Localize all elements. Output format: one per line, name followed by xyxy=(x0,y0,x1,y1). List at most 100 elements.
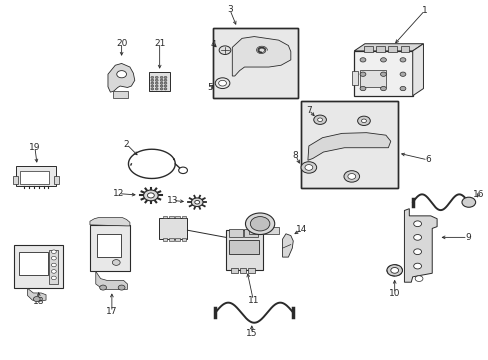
Text: 21: 21 xyxy=(154,39,165,48)
Bar xyxy=(359,70,386,87)
Circle shape xyxy=(51,263,56,267)
Text: 18: 18 xyxy=(33,297,44,306)
Bar xyxy=(400,46,408,51)
Bar xyxy=(300,101,397,188)
Bar xyxy=(351,71,357,85)
Bar xyxy=(90,225,130,271)
Circle shape xyxy=(51,250,56,253)
Circle shape xyxy=(380,58,386,62)
Circle shape xyxy=(151,82,154,84)
Bar xyxy=(14,244,63,288)
Circle shape xyxy=(160,76,163,78)
Bar xyxy=(13,176,18,184)
Polygon shape xyxy=(412,44,423,96)
Circle shape xyxy=(380,72,386,76)
Bar xyxy=(19,252,48,275)
Circle shape xyxy=(359,72,365,76)
Circle shape xyxy=(414,276,422,282)
Circle shape xyxy=(245,213,274,234)
Text: 8: 8 xyxy=(292,151,298,160)
Bar xyxy=(228,240,259,253)
Bar xyxy=(228,229,242,237)
Circle shape xyxy=(250,217,269,231)
Bar xyxy=(168,238,173,241)
Text: 1: 1 xyxy=(421,6,427,15)
Bar xyxy=(387,46,396,51)
Circle shape xyxy=(359,86,365,91)
Circle shape xyxy=(160,82,163,84)
Bar xyxy=(20,171,49,184)
Circle shape xyxy=(112,260,120,265)
Bar xyxy=(244,229,258,237)
Bar xyxy=(54,176,59,184)
Circle shape xyxy=(163,85,166,87)
Circle shape xyxy=(413,249,421,255)
Circle shape xyxy=(413,263,421,269)
Circle shape xyxy=(163,88,166,90)
Bar xyxy=(239,268,246,273)
Bar xyxy=(149,72,169,91)
Polygon shape xyxy=(232,37,290,76)
Circle shape xyxy=(151,88,154,90)
Circle shape xyxy=(33,297,40,302)
Bar xyxy=(181,216,186,219)
Circle shape xyxy=(305,165,312,170)
Text: 3: 3 xyxy=(226,5,232,14)
Circle shape xyxy=(390,267,398,273)
Circle shape xyxy=(160,88,163,90)
Bar xyxy=(363,46,372,51)
Bar xyxy=(168,216,173,219)
Text: 5: 5 xyxy=(207,83,213,92)
Circle shape xyxy=(357,116,369,126)
Circle shape xyxy=(118,285,125,290)
Bar xyxy=(159,219,187,239)
Circle shape xyxy=(155,82,158,84)
Circle shape xyxy=(399,58,405,62)
Circle shape xyxy=(151,79,154,81)
Text: 12: 12 xyxy=(113,189,124,198)
Bar xyxy=(97,234,121,257)
Bar xyxy=(49,250,58,284)
Circle shape xyxy=(343,171,359,182)
Polygon shape xyxy=(96,271,127,289)
Circle shape xyxy=(347,174,355,179)
Circle shape xyxy=(461,197,475,207)
Circle shape xyxy=(380,86,386,91)
Circle shape xyxy=(359,58,365,62)
Circle shape xyxy=(413,221,421,226)
Circle shape xyxy=(51,276,56,280)
Bar xyxy=(212,28,298,98)
Bar xyxy=(16,166,56,186)
Text: 17: 17 xyxy=(106,307,118,316)
Circle shape xyxy=(155,85,158,87)
Polygon shape xyxy=(282,234,293,257)
Circle shape xyxy=(155,76,158,78)
Bar xyxy=(375,46,384,51)
Text: 7: 7 xyxy=(305,105,311,114)
Circle shape xyxy=(317,118,322,122)
Circle shape xyxy=(399,72,405,76)
Bar xyxy=(162,216,167,219)
Polygon shape xyxy=(27,288,46,301)
Circle shape xyxy=(100,285,106,290)
Text: 10: 10 xyxy=(388,289,400,298)
Circle shape xyxy=(194,201,199,204)
Circle shape xyxy=(399,86,405,91)
Circle shape xyxy=(361,119,366,123)
Circle shape xyxy=(219,46,230,54)
Text: 6: 6 xyxy=(424,156,430,165)
Circle shape xyxy=(155,79,158,81)
Bar xyxy=(249,227,278,234)
Circle shape xyxy=(155,88,158,90)
Circle shape xyxy=(160,79,163,81)
Circle shape xyxy=(51,270,56,273)
Text: 9: 9 xyxy=(464,233,470,242)
Bar xyxy=(353,51,412,96)
Bar xyxy=(225,230,262,270)
Circle shape xyxy=(163,76,166,78)
Text: 20: 20 xyxy=(116,39,127,48)
Bar xyxy=(300,101,397,188)
Polygon shape xyxy=(90,218,130,226)
Circle shape xyxy=(151,76,154,78)
Text: 15: 15 xyxy=(245,329,257,338)
